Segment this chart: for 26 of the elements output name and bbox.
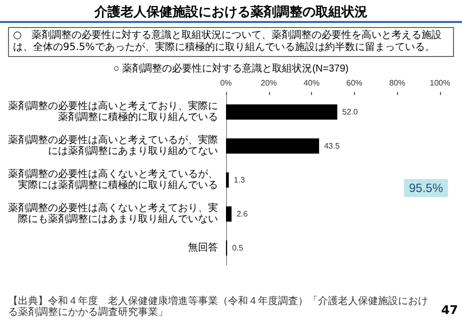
y-tick-label: 薬剤調整の必要性は高いと考えており、実際に薬剤調整に積極的に取り組んでいる: [8, 100, 218, 123]
text: ○ 薬剤調整の必要性に対する意識と取組状況について、薬剤調整の必要性を高いと考える施設は、全体の95.5%であったが、実際に積極的に取り組んでいる施設は約半数に留まっている。: [8, 27, 454, 57]
bar: [226, 206, 232, 222]
data-label: 1.3: [234, 176, 246, 184]
x-tick-label: 20%: [260, 78, 277, 88]
x-tick-label: 0%: [220, 78, 232, 88]
data-label: 43.5: [324, 142, 340, 150]
y-tick-label: 薬剤調整の必要性は高いと考えているが、実際には薬剤調整にあまり取り組めてない: [8, 134, 218, 157]
bar: [226, 172, 229, 188]
x-tick-label: 80%: [389, 78, 406, 88]
data-label: 2.6: [236, 210, 248, 218]
data-label: 52.0: [342, 108, 358, 116]
x-tick-label: 100%: [430, 78, 450, 88]
chart-title: ○ 薬剤調整の必要性に対する意識と取組状況(N=379): [113, 62, 349, 74]
text: 介護老人保健施設における薬剤調整の取組状況: [0, 0, 462, 23]
bar: [226, 104, 338, 120]
x-tick-label: 60%: [346, 78, 362, 88]
x-tick-label: 40%: [304, 78, 320, 88]
bar: [226, 138, 320, 154]
y-tick-label: 薬剤調整の必要性は高くないと考えているが、実際には薬剤調整に積極的に取り組んでいる: [8, 168, 218, 191]
text: 47: [441, 303, 458, 317]
data-label: 0.5: [232, 244, 244, 252]
y-tick-label: 無回答: [188, 242, 218, 254]
annotation: 95.5%: [408, 181, 444, 195]
text: 【出典】令和４年度 老人保健健康増進等事業（令和４年度調査）「介護老人保健施設における薬剤調整にかかる調査研究事業」: [8, 296, 429, 318]
y-tick-label: 薬剤調整の必要性は高くないと考えており、実際にも薬剤調整にはあまり取り組んでいない: [8, 202, 218, 225]
